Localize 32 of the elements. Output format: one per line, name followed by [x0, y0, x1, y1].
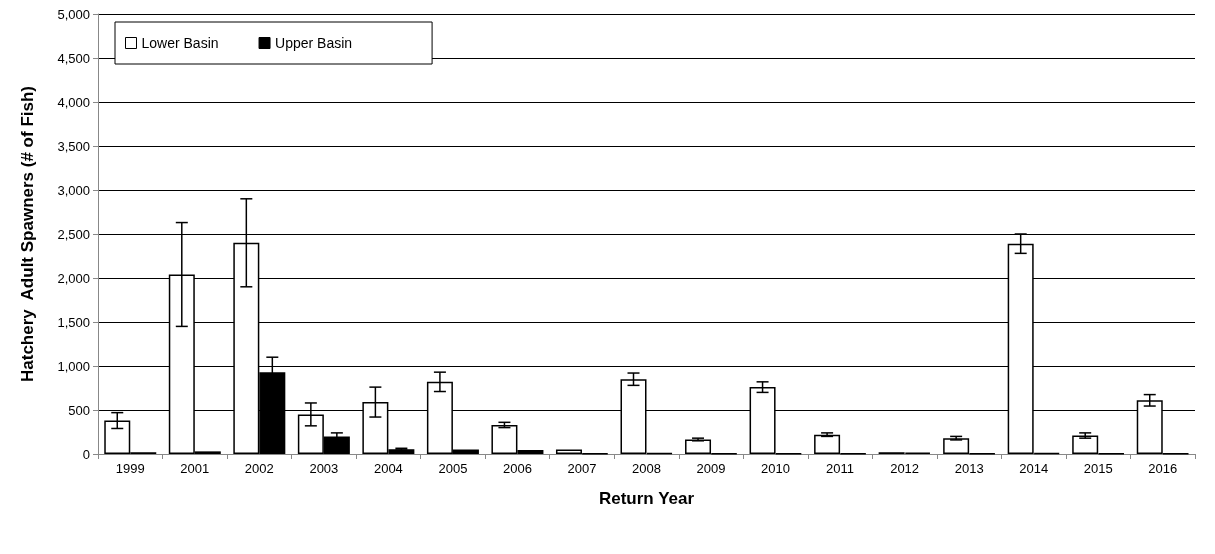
y-tick-label: 3,000 [57, 182, 90, 198]
y-axis-title: Hatchery Adult Spawners (# of Fish) [18, 86, 37, 382]
legend-label: Lower Basin [141, 35, 219, 51]
y-tick-label: 4,000 [57, 94, 90, 110]
x-tick-label: 2004 [373, 461, 403, 476]
y-tick-label: 500 [68, 402, 90, 418]
legend-label: Upper Basin [275, 35, 353, 51]
x-tick-label: 2003 [309, 461, 339, 476]
x-tick-label: 2010 [761, 461, 791, 476]
x-tick-label: 2011 [826, 461, 855, 476]
x-tick-label: 2016 [1148, 461, 1178, 476]
y-tick-label: 2,000 [57, 270, 90, 286]
x-tick-label: 2013 [954, 461, 984, 476]
x-tick-label: 2007 [567, 461, 597, 476]
x-tick-label: 2009 [696, 461, 726, 476]
x-tick-label: 1999 [115, 461, 145, 476]
y-tick-label: 3,500 [57, 138, 90, 154]
x-tick-label: 2005 [438, 461, 468, 476]
y-tick-label: 1,500 [57, 314, 90, 330]
y-tick-label: 1,000 [57, 358, 90, 374]
x-tick-label: 2002 [244, 461, 274, 476]
x-tick-label: 2015 [1083, 461, 1113, 476]
y-tick-label: 5,000 [57, 6, 90, 22]
y-tick-label: 4,500 [57, 50, 90, 66]
x-axis-title: Return Year [598, 489, 695, 508]
x-tick-label: 2012 [890, 461, 920, 476]
y-tick-label: 0 [82, 446, 90, 462]
x-tick-label: 2008 [632, 461, 661, 476]
x-tick-label: 2014 [1019, 461, 1049, 476]
x-tick-label: 2006 [502, 461, 532, 476]
y-tick-label: 2,500 [57, 226, 90, 242]
x-tick-label: 2001 [180, 461, 210, 476]
